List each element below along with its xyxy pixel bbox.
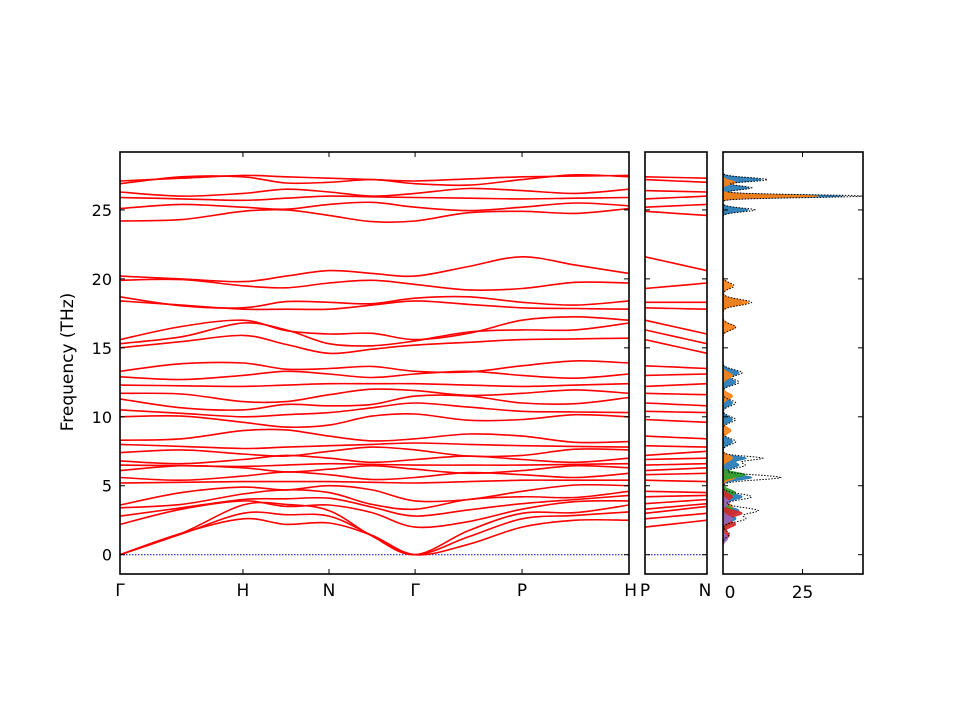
phonon-band-line: [644, 338, 708, 355]
phonon-band-line: [644, 282, 708, 290]
dos-x-tick-label: 0: [725, 583, 736, 603]
phonon-band-line: [644, 505, 708, 515]
phonon-band-line: [644, 329, 708, 345]
phonon-band-line: [119, 174, 630, 182]
high-symmetry-label: P: [517, 581, 527, 601]
phonon-band-line: [644, 178, 708, 184]
main-panel-frame: [119, 151, 630, 575]
phonon-band-line: [119, 334, 630, 355]
y-tick-label: 5: [102, 477, 112, 496]
phonon-band-line: [644, 450, 708, 457]
dos-x-tick-label: 25: [792, 583, 814, 603]
phonon-band-line: [119, 483, 630, 506]
band-structure-main-panel: 0 5 10 15 20 25 Γ H N Γ P H: [92, 151, 637, 601]
phonon-band-line: [119, 442, 630, 450]
y-tick-label: 0: [102, 546, 112, 565]
phonon-band-line: [119, 479, 629, 484]
phonon-band-line: [644, 410, 708, 414]
phonon-band-line: [119, 187, 630, 197]
phonon-band-line: [644, 494, 708, 498]
phonon-band-line: [644, 472, 708, 476]
phonon-band-line: [119, 471, 630, 482]
phonon-band-line: [644, 519, 708, 528]
phonon-band-line: [644, 319, 708, 335]
phonon-band-line: [644, 490, 708, 494]
phonon-band-line: [644, 392, 708, 396]
phonon-band-line: [119, 382, 630, 388]
phonon-band-line: [644, 307, 708, 310]
high-symmetry-label: Γ: [115, 581, 125, 601]
phonon-band-line: [119, 462, 630, 468]
phonon-band-line: [119, 201, 630, 212]
phonon-band-line: [644, 365, 708, 370]
phonon-band-line: [119, 501, 630, 556]
phonon-band-line: [119, 278, 630, 291]
phonon-band-line: [119, 428, 630, 444]
phonon-band-line: [119, 295, 630, 309]
phonon-band-line: [644, 382, 708, 388]
phonon-band-line: [644, 373, 708, 377]
phonon-band-line: [119, 394, 630, 411]
high-symmetry-label: N: [323, 581, 336, 601]
phonon-band-line: [119, 494, 630, 517]
high-symmetry-label: H: [624, 581, 637, 601]
phonon-band-line: [644, 189, 708, 193]
dos-panel-frame: [722, 151, 864, 575]
phonon-band-line: [644, 210, 708, 217]
high-symmetry-label: Γ: [410, 581, 420, 601]
phonon-band-line: [119, 255, 630, 283]
phonon-band-line: [644, 444, 708, 448]
y-tick-label: 20: [92, 270, 112, 289]
high-symmetry-label: H: [237, 581, 250, 601]
phonon-band-line: [119, 454, 630, 465]
phonon-band-line: [119, 412, 630, 429]
phonon-band-line: [119, 360, 630, 374]
phonon-band-line: [644, 512, 708, 520]
phonon-band-line: [119, 402, 630, 418]
phonon-band-line: [644, 256, 708, 272]
phonon-band-line: [119, 322, 630, 347]
phonon-band-line: [119, 315, 630, 341]
phonon-band-line: [644, 467, 708, 472]
high-symmetry-label: P: [640, 581, 650, 601]
side-panel-frame: [644, 151, 708, 575]
phonon-band-line: [119, 489, 630, 511]
phonon-band-line: [644, 203, 708, 208]
y-tick-label: 15: [92, 339, 112, 358]
phonon-band-line: [644, 498, 708, 505]
phonon-band-line: [644, 176, 708, 179]
dos-panel: 0 25: [722, 151, 864, 603]
y-tick-label: 25: [92, 201, 112, 220]
y-axis-label: Frequency (THz): [58, 293, 78, 432]
phonon-band-line: [644, 502, 708, 510]
phonon-band-line: [644, 457, 708, 461]
phonon-band-line: [644, 402, 708, 407]
phonon-band-line: [644, 479, 708, 483]
phonon-band-line: [644, 195, 708, 200]
phonon-band-line: [119, 207, 630, 224]
phonon-band-line: [119, 388, 630, 404]
high-symmetry-label: N: [699, 581, 712, 601]
phonon-band-line: [644, 418, 708, 424]
phonon-band-line: [119, 446, 630, 458]
phonon-band-line: [644, 462, 708, 466]
phonon-band-line: [119, 370, 630, 381]
phonon-band-line: [644, 435, 708, 440]
y-tick-label: 10: [92, 408, 112, 427]
